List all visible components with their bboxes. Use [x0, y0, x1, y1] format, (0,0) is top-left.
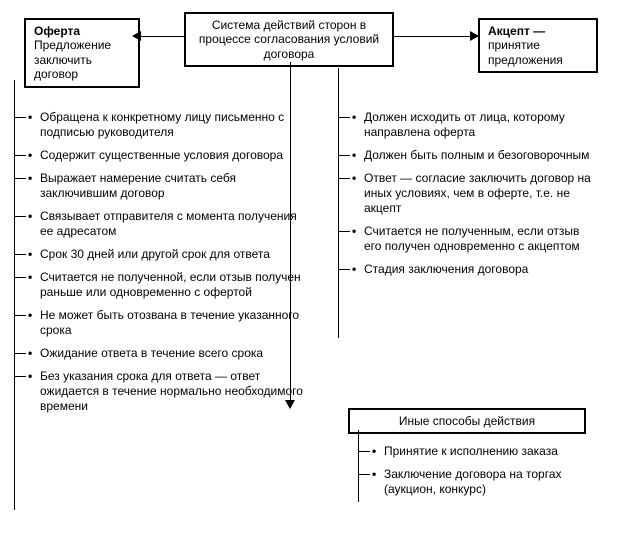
right-box-title: Акцепт — — [488, 24, 545, 38]
tick — [338, 269, 350, 270]
list-item: Должен исходить от лица, которому направ… — [348, 110, 596, 140]
tick — [14, 315, 26, 316]
tick — [14, 353, 26, 354]
left-box-subtitle: Предложение заключить договор — [34, 38, 111, 81]
tick — [14, 376, 26, 377]
diagram-root: Система действий сторон в процессе согла… — [10, 10, 612, 540]
tick — [14, 178, 26, 179]
left-spine — [14, 80, 15, 510]
list-item: Обращена к конкретному лицу письменно с … — [24, 110, 304, 140]
tick — [14, 155, 26, 156]
left-box: Оферта Предложение заключить договор — [24, 18, 140, 88]
conn-center-left — [140, 36, 184, 37]
list-item: Не может быть отозвана в течение указанн… — [24, 308, 304, 338]
tick — [358, 451, 370, 452]
other-box: Иные способы действия — [348, 408, 586, 434]
right-column: Должен исходить от лица, которому направ… — [348, 110, 596, 285]
left-box-title: Оферта — [34, 24, 80, 38]
conn-center-right — [394, 36, 478, 37]
other-box-text: Иные способы действия — [399, 414, 535, 428]
list-item: Принятие к исполнению заказа — [368, 444, 596, 459]
tick — [14, 117, 26, 118]
tick — [338, 178, 350, 179]
center-box: Система действий сторон в процессе согла… — [184, 12, 394, 67]
right-box: Акцепт — принятие предложения — [478, 18, 598, 73]
list-item: Выражает намерение считать себя заключив… — [24, 171, 304, 201]
right-spine — [338, 68, 339, 338]
left-column: Обращена к конкретному лицу письменно с … — [24, 110, 304, 422]
list-item: Стадия заключения договора — [348, 262, 596, 277]
tick — [14, 254, 26, 255]
list-item: Считается не полученным, если отзыв его … — [348, 224, 596, 254]
tick — [338, 231, 350, 232]
arrow-right-icon — [470, 31, 479, 41]
list-item: Содержит существенные условия договора — [24, 148, 304, 163]
arrow-left-icon — [132, 31, 141, 41]
list-item: Заключение договора на торгах (аукцион, … — [368, 467, 596, 497]
other-spine — [358, 430, 359, 502]
list-item: Без указания срока для ответа — ответ ож… — [24, 369, 304, 414]
center-box-text: Система действий сторон в процессе согла… — [199, 18, 379, 61]
other-column: Принятие к исполнению заказа Заключение д… — [368, 444, 596, 505]
list-item: Ответ — согласие заключить договор на ин… — [348, 171, 596, 216]
tick — [338, 117, 350, 118]
list-item: Считается не полученной, если отзыв полу… — [24, 270, 304, 300]
tick — [338, 155, 350, 156]
tick — [14, 277, 26, 278]
tick — [358, 474, 370, 475]
list-item: Связывает отправителя с момента получени… — [24, 209, 304, 239]
list-item: Должен быть полным и безоговорочным — [348, 148, 596, 163]
tick — [14, 216, 26, 217]
list-item: Ожидание ответа в течение всего срока — [24, 346, 304, 361]
right-box-subtitle: принятие предложения — [488, 38, 563, 66]
list-item: Срок 30 дней или другой срок для ответа — [24, 247, 304, 262]
